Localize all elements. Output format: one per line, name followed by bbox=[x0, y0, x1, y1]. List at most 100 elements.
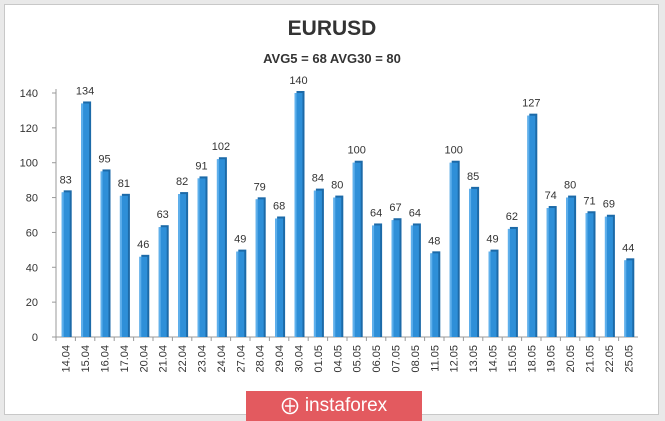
y-tick-label: 80 bbox=[26, 193, 38, 205]
data-label: 84 bbox=[312, 173, 324, 185]
bar-highlight bbox=[333, 197, 336, 337]
bar-highlight bbox=[158, 227, 161, 337]
bar-highlight bbox=[81, 103, 84, 337]
data-label: 64 bbox=[370, 207, 382, 219]
bar bbox=[391, 220, 400, 337]
y-tick-label: 140 bbox=[20, 88, 38, 100]
data-label: 127 bbox=[522, 98, 540, 110]
bar-highlight bbox=[119, 195, 122, 337]
bar-highlight bbox=[507, 228, 510, 337]
x-tick-label: 29.04 bbox=[274, 345, 286, 373]
x-tick-label: 17.04 bbox=[119, 345, 131, 373]
bar bbox=[507, 228, 516, 337]
bar bbox=[158, 227, 167, 337]
bar bbox=[430, 253, 439, 337]
bar bbox=[255, 199, 264, 337]
data-label: 74 bbox=[545, 190, 557, 202]
data-label: 49 bbox=[234, 234, 246, 246]
x-tick-label: 13.05 bbox=[468, 345, 480, 373]
bar-highlight bbox=[197, 178, 200, 337]
brand-badge: instaforex bbox=[246, 391, 422, 421]
x-tick-label: 15.04 bbox=[80, 345, 92, 373]
x-tick-label: 15.05 bbox=[507, 345, 519, 373]
x-tick-label: 01.05 bbox=[313, 345, 325, 373]
data-label: 48 bbox=[428, 235, 440, 247]
x-tick-label: 20.04 bbox=[138, 345, 150, 373]
x-tick-label: 21.04 bbox=[158, 345, 170, 373]
data-label: 80 bbox=[564, 180, 576, 192]
bar bbox=[178, 194, 187, 337]
bar bbox=[604, 216, 613, 337]
bar-highlight bbox=[469, 188, 472, 337]
y-tick-label: 40 bbox=[26, 262, 38, 274]
bar bbox=[216, 159, 225, 337]
data-label: 71 bbox=[583, 195, 595, 207]
bar bbox=[197, 178, 206, 337]
bar bbox=[410, 225, 419, 337]
x-tick-label: 23.04 bbox=[197, 345, 209, 373]
data-label: 63 bbox=[157, 209, 169, 221]
bar-highlight bbox=[100, 171, 103, 337]
x-tick-label: 05.05 bbox=[352, 345, 364, 373]
bar bbox=[527, 115, 536, 338]
bar bbox=[624, 260, 633, 337]
x-tick-label: 24.04 bbox=[216, 345, 228, 373]
bar bbox=[469, 188, 478, 337]
bar bbox=[546, 208, 555, 337]
data-label: 140 bbox=[289, 75, 307, 87]
bar-highlight bbox=[255, 199, 258, 337]
chart-title: EURUSD bbox=[288, 17, 377, 40]
x-tick-label: 22.05 bbox=[604, 345, 616, 373]
bar bbox=[119, 195, 128, 337]
plot-area: 0 20 40 60 80 100 120 140 83 14.04 134 15.04 95 16.04… bbox=[20, 75, 638, 373]
bar-highlight bbox=[546, 208, 549, 337]
chart-subtitle: AVG5 = 68 AVG30 = 80 bbox=[263, 51, 401, 66]
bar bbox=[81, 103, 90, 337]
x-tick-label: 27.04 bbox=[235, 345, 247, 373]
bar-highlight bbox=[178, 194, 181, 337]
data-label: 44 bbox=[622, 242, 634, 254]
data-label: 100 bbox=[348, 145, 366, 157]
bar bbox=[352, 162, 361, 337]
bar-highlight bbox=[391, 220, 394, 337]
bar-highlight bbox=[61, 192, 64, 337]
y-tick-label: 0 bbox=[32, 332, 38, 344]
bar-highlight bbox=[585, 213, 588, 337]
bar-highlight bbox=[275, 218, 278, 337]
data-label: 95 bbox=[98, 153, 110, 165]
bar bbox=[61, 192, 70, 337]
bar-highlight bbox=[313, 190, 316, 337]
data-label: 64 bbox=[409, 207, 421, 219]
bar-highlight bbox=[430, 253, 433, 337]
x-tick-label: 19.05 bbox=[546, 345, 558, 373]
data-label: 79 bbox=[254, 181, 266, 193]
x-tick-label: 25.05 bbox=[623, 345, 635, 373]
data-label: 100 bbox=[445, 145, 463, 157]
x-tick-label: 08.05 bbox=[410, 345, 422, 373]
data-label: 68 bbox=[273, 200, 285, 212]
data-label: 102 bbox=[212, 141, 230, 153]
bar bbox=[488, 251, 497, 337]
bar bbox=[372, 225, 381, 337]
x-tick-label: 07.05 bbox=[391, 345, 403, 373]
bar-highlight bbox=[216, 159, 219, 337]
x-tick-label: 06.05 bbox=[371, 345, 383, 373]
y-tick-label: 60 bbox=[26, 227, 38, 239]
bar-highlight bbox=[139, 256, 142, 337]
x-tick-label: 22.04 bbox=[177, 345, 189, 373]
data-label: 81 bbox=[118, 178, 130, 190]
bar bbox=[566, 197, 575, 337]
x-tick-label: 21.05 bbox=[585, 345, 597, 373]
bar bbox=[236, 251, 245, 337]
bar-highlight bbox=[604, 216, 607, 337]
x-tick-label: 11.05 bbox=[429, 345, 441, 372]
bar bbox=[139, 256, 148, 337]
bar-highlight bbox=[294, 93, 297, 337]
x-tick-label: 18.05 bbox=[526, 345, 538, 373]
x-tick-label: 16.04 bbox=[100, 345, 112, 373]
bar bbox=[294, 93, 303, 337]
bar bbox=[585, 213, 594, 337]
bar bbox=[449, 162, 458, 337]
y-tick-label: 20 bbox=[26, 297, 38, 309]
